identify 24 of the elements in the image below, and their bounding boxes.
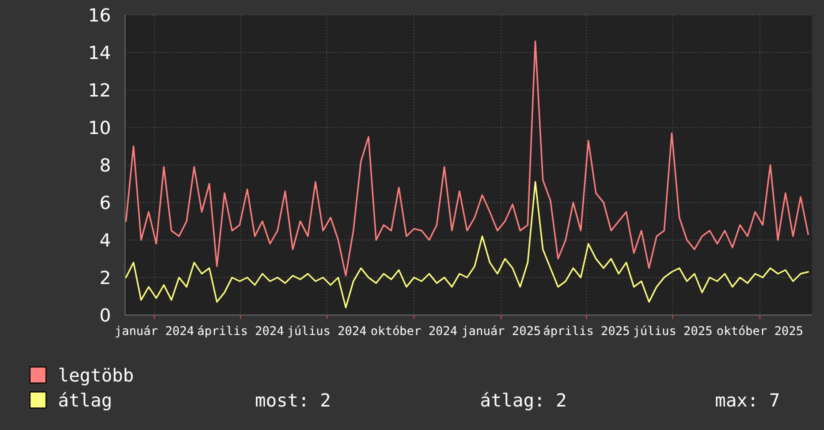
x-tick-label: január 2025 [461, 324, 541, 338]
y-tick-label: 16 [88, 5, 111, 26]
y-tick-label: 12 [88, 80, 111, 102]
y-tick-label: 10 [88, 118, 111, 139]
y-tick-label: 14 [88, 42, 111, 64]
x-tick-label: október 2025 [716, 324, 804, 338]
y-tick-label: 4 [100, 230, 111, 252]
y-tick-label: 2 [100, 268, 111, 289]
text: most: 2 [255, 390, 331, 412]
y-tick-label: 8 [100, 155, 111, 176]
text: max: 7 [715, 390, 780, 412]
x-tick-label: április 2025 [543, 324, 630, 338]
y-tick-label: 0 [100, 305, 111, 326]
x-tick-label: július 2025 [632, 324, 712, 338]
x-tick-label: október 2024 [370, 324, 458, 338]
legend-label: legtöbb [58, 365, 134, 386]
line-series [125, 181, 809, 308]
x-tick-label: július 2024 [287, 324, 367, 338]
line-series [125, 40, 809, 276]
x-tick-label: január 2024 [114, 324, 194, 338]
legend-label: átlag [58, 390, 112, 412]
x-tick-label: április 2024 [197, 324, 284, 338]
text: átlag: 2 [480, 390, 567, 412]
y-tick-label: 6 [100, 192, 111, 214]
